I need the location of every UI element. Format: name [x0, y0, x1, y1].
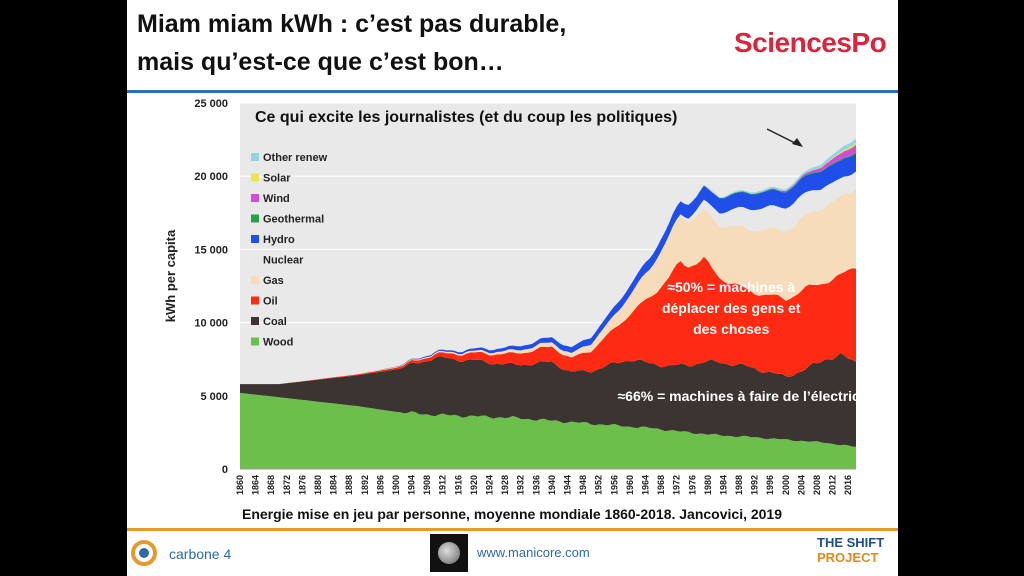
x-tick-label: 1872 [282, 475, 292, 495]
legend-swatch-geothermal [251, 214, 259, 223]
moon-image [430, 534, 468, 572]
legend-swatch-hydro [251, 235, 259, 243]
x-tick-label: 1956 [609, 475, 619, 495]
x-tick-label: 1988 [734, 475, 744, 495]
legend-swatch-solar [251, 173, 259, 182]
x-tick-label: 1952 [594, 475, 604, 495]
y-tick-label: 25 000 [194, 98, 228, 110]
annotation-text: déplacer des gens et [662, 300, 801, 316]
legend-swatch-gas [251, 276, 259, 284]
x-tick-label: 1976 [687, 475, 697, 495]
arrow-head-icon [792, 138, 803, 147]
legend-label-oil: Oil [263, 296, 278, 308]
x-tick-label: 1876 [297, 475, 307, 495]
x-tick-label: 1904 [407, 475, 417, 495]
x-tick-label: 2012 [828, 475, 838, 495]
x-tick-label: 1884 [329, 475, 339, 495]
x-tick-label: 1880 [313, 475, 323, 495]
area-gas [240, 189, 856, 385]
x-tick-label: 1912 [438, 475, 448, 495]
legend-label-coal: Coal [263, 316, 287, 328]
legend-label-solar: Solar [263, 173, 291, 185]
x-tick-label: 1968 [656, 475, 666, 495]
x-tick-label: 1940 [547, 475, 557, 495]
y-tick-label: 10 000 [194, 318, 228, 330]
legend-label-hydro: Hydro [263, 234, 295, 246]
x-tick-label: 1932 [516, 475, 526, 495]
legend-label-wind: Wind [263, 193, 290, 205]
x-tick-label: 1860 [235, 475, 245, 495]
x-tick-label: 1964 [641, 475, 651, 495]
x-tick-label: 1920 [469, 475, 479, 495]
area-oil [240, 256, 856, 385]
x-tick-label: 1908 [422, 475, 432, 495]
x-tick-label: 1868 [266, 475, 276, 495]
legend-swatch-wood [251, 337, 259, 346]
x-tick-label: 2016 [843, 475, 853, 495]
x-tick-label: 1892 [360, 475, 370, 495]
x-tick-label: 1972 [672, 475, 682, 495]
website-link[interactable]: www.manicore.com [477, 545, 590, 560]
carbone4-label: carbone 4 [169, 546, 232, 562]
x-tick-label: 1960 [625, 475, 635, 495]
area-hydro [240, 153, 856, 385]
slide: Miam miam kWh : c’est pas durable, mais … [127, 0, 898, 576]
y-tick-label: 20 000 [194, 171, 228, 183]
legend-swatch-nuclear [251, 255, 259, 264]
footer-divider [127, 528, 898, 531]
x-tick-label: 1992 [750, 475, 760, 495]
x-tick-label: 1864 [251, 475, 261, 495]
y-tick-label: 15 000 [194, 244, 228, 256]
moon-icon [438, 542, 460, 564]
legend-swatch-wind [251, 194, 259, 202]
x-tick-label: 1888 [344, 475, 354, 495]
x-tick-label: 1928 [500, 475, 510, 495]
x-tick-label: 1936 [531, 475, 541, 495]
legend-label-wood: Wood [263, 337, 293, 349]
legend-label-geothermal: Geothermal [263, 214, 324, 226]
slide-title-line-1: Miam miam kWh : c’est pas durable, [137, 10, 567, 38]
chart-caption: Energie mise en jeu par personne, moyenn… [242, 506, 782, 522]
legend-label-nuclear: Nuclear [263, 255, 304, 267]
carbone4-logo-icon [131, 540, 157, 566]
sciencespo-logo: SciencesPo [734, 27, 887, 58]
x-tick-label: 1996 [765, 475, 775, 495]
header-divider [127, 90, 898, 93]
shift-logo-line-2: PROJECT [817, 550, 879, 565]
x-tick-label: 1900 [391, 475, 401, 495]
annotation-text: ≈50% = machines à [667, 279, 795, 295]
area-coal [240, 353, 856, 447]
shift-logo-line-1: THE SHIFT [817, 535, 885, 550]
legend-label-other-renew: Other renew [263, 152, 328, 164]
legend-label-gas: Gas [263, 275, 284, 287]
y-tick-label: 5 000 [200, 391, 228, 403]
y-axis-label: kWh per capita [163, 229, 178, 322]
x-tick-label: 1944 [563, 475, 573, 495]
x-tick-label: 1924 [485, 475, 495, 495]
x-tick-label: 1984 [718, 475, 728, 495]
legend-swatch-oil [251, 296, 259, 305]
x-tick-label: 2004 [796, 475, 806, 495]
annotation-text: des choses [693, 321, 769, 337]
x-tick-label: 1916 [453, 475, 463, 495]
shift-project-logo: THE SHIFT PROJECT [817, 535, 897, 565]
area-wood [240, 392, 856, 469]
footer: carbone 4 www.manicore.com THE SHIFT PRO… [127, 531, 898, 576]
x-tick-label: 2000 [781, 475, 791, 495]
x-tick-label: 1980 [703, 475, 713, 495]
legend-swatch-other-renew [251, 153, 259, 161]
chart-area: 0 5 000 10 000 15 000 20 000 25 000 1860 1864 18… [127, 93, 898, 527]
annotation-text: ≈66% = machines à faire de l’électricité [618, 388, 877, 404]
legend-swatch-coal [251, 317, 259, 325]
chart-title: Ce qui excite les journalistes (et du co… [255, 109, 677, 126]
energy-chart: 0 5 000 10 000 15 000 20 000 25 000 1860 1864 18… [163, 98, 877, 522]
x-tick-label: 1896 [375, 475, 385, 495]
x-tick-label: 1948 [578, 475, 588, 495]
slide-title-line-2: mais qu’est-ce que c’est bon… [137, 48, 504, 76]
x-tick-label: 2008 [812, 475, 822, 495]
y-tick-label: 0 [222, 464, 228, 476]
